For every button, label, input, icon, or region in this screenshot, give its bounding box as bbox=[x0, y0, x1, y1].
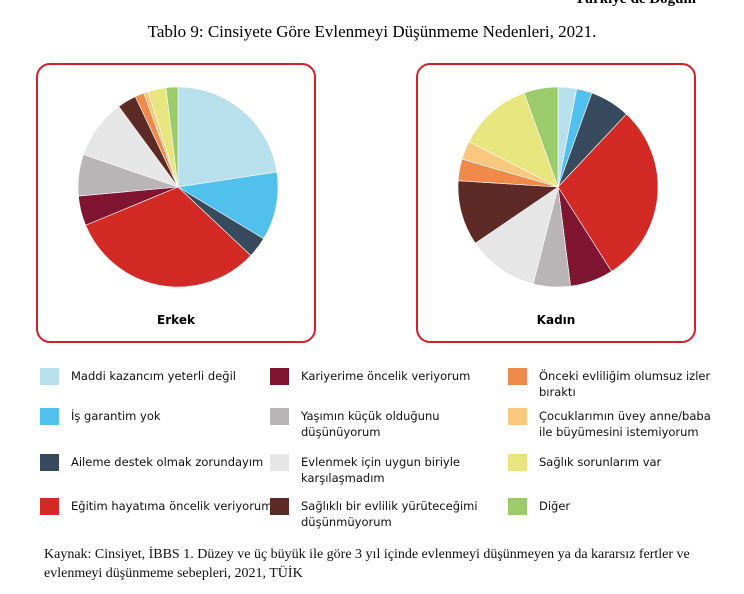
legend-label: İş garantim yok bbox=[71, 409, 161, 423]
legend-label: Eğitim hayatıma öncelik veriyorum bbox=[71, 499, 273, 513]
chart-label-kadin: Kadın bbox=[536, 313, 576, 327]
legend-item: Önceki evliliğim olumsuz izler bıraktı bbox=[508, 368, 710, 400]
legend-swatch bbox=[270, 454, 289, 471]
legend-label: Sağlık sorunlarım var bbox=[539, 455, 662, 469]
legend-item: Aileme destek olmak zorundayım bbox=[40, 454, 263, 471]
pie-slice bbox=[557, 113, 659, 272]
pie-slice bbox=[165, 86, 179, 188]
legend-item: Diğer bbox=[508, 498, 570, 515]
legend-swatch bbox=[508, 408, 527, 425]
legend-swatch bbox=[508, 498, 527, 515]
legend-label: Kariyerime öncelik veriyorum bbox=[301, 369, 471, 383]
legend-label: Çocuklarımın üvey anne/baba ile büyümesi… bbox=[539, 409, 711, 439]
pie-slice bbox=[474, 186, 559, 285]
legend-swatch bbox=[40, 368, 59, 385]
pie-slice bbox=[523, 86, 559, 188]
legend-label: Maddi kazancım yeterli değil bbox=[71, 369, 236, 383]
chart-panel-kadin: Kadın bbox=[416, 63, 696, 343]
legend-item: Evlenmek için uygun biriyle karşılaşmadı… bbox=[270, 454, 460, 486]
legend-label: Önceki evliliğim olumsuz izler bıraktı bbox=[539, 369, 711, 399]
chart-label-erkek: Erkek bbox=[157, 313, 195, 327]
legend-swatch bbox=[508, 454, 527, 471]
source-note: Kaynak: Cinsiyet, İBBS 1. Düzey ve üç bü… bbox=[44, 547, 690, 581]
legend: Maddi kazancım yeterli değil Kariyerime ö… bbox=[40, 368, 720, 538]
legend-item: Sağlık sorunlarım var bbox=[508, 454, 661, 471]
legend-label: Diğer bbox=[539, 499, 571, 513]
legend-swatch bbox=[270, 408, 289, 425]
legend-label: Evlenmek için uygun biriyle karşılaşmadı… bbox=[301, 455, 461, 485]
legend-label: Aileme destek olmak zorundayım bbox=[71, 455, 264, 469]
chart-panel-erkek: Erkek bbox=[36, 63, 316, 343]
pie-slice bbox=[85, 186, 252, 288]
legend-label: Yaşımın küçük olduğunu düşünüyorum bbox=[301, 409, 440, 439]
pie-chart-kadin bbox=[457, 86, 659, 288]
legend-item: İş garantim yok bbox=[40, 408, 161, 425]
legend-swatch bbox=[40, 454, 59, 471]
legend-item: Kariyerime öncelik veriyorum bbox=[270, 368, 470, 385]
legend-swatch bbox=[40, 498, 59, 515]
legend-label: Sağlıklı bir evlilik yürüteceğimi düşünm… bbox=[301, 499, 478, 529]
pie-slice bbox=[468, 92, 559, 188]
pie-chart-erkek bbox=[77, 86, 279, 288]
legend-item: Maddi kazancım yeterli değil bbox=[40, 368, 236, 385]
legend-item: Eğitim hayatıma öncelik veriyorum bbox=[40, 498, 272, 515]
pie-slice bbox=[177, 171, 279, 240]
header-fragment: Türkiye'de Doğum bbox=[575, 0, 696, 8]
legend-swatch bbox=[508, 368, 527, 385]
legend-item: Çocuklarımın üvey anne/baba ile büyümesi… bbox=[508, 408, 711, 440]
table-title: Tablo 9: Cinsiyete Göre Evlenmeyi Düşünm… bbox=[147, 22, 597, 41]
pie-slice bbox=[177, 86, 278, 188]
legend-swatch bbox=[270, 498, 289, 515]
legend-item: Yaşımın küçük olduğunu düşünüyorum bbox=[270, 408, 440, 440]
legend-item: Sağlıklı bir evlilik yürüteceğimi düşünm… bbox=[270, 498, 478, 530]
legend-swatch bbox=[270, 368, 289, 385]
legend-swatch bbox=[40, 408, 59, 425]
